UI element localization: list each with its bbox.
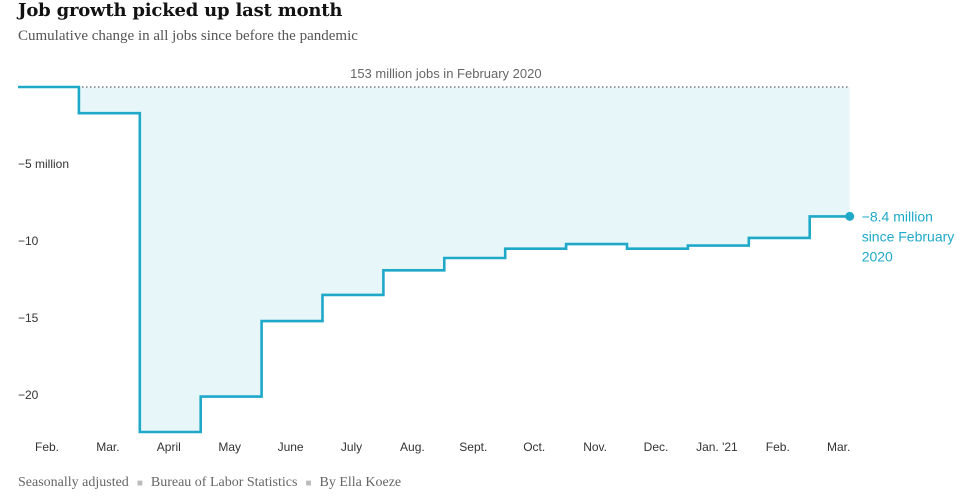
x-tick-label: Oct. (523, 440, 545, 454)
end-annotation: 2020 (862, 248, 893, 264)
y-tick-label: −20 (18, 388, 39, 402)
y-tick-label: −5 million (18, 157, 69, 171)
x-tick-label: Sept. (459, 440, 487, 454)
x-tick-label: Nov. (583, 440, 607, 454)
footer-byline: By Ella Koeze (319, 475, 402, 490)
y-tick-label: −15 (18, 311, 39, 325)
footer-source: Bureau of Labor Statistics (150, 475, 298, 490)
footer-note: Seasonally adjusted (18, 475, 129, 490)
x-tick-label: Jan. '21 (696, 440, 738, 454)
x-tick-label: July (341, 440, 362, 454)
x-tick-label: Feb. (35, 440, 59, 454)
footer-separator: ■ (305, 478, 312, 489)
x-tick-label: Dec. (644, 440, 669, 454)
y-tick-label: −10 (18, 234, 39, 248)
end-annotation: −8.4 million (862, 208, 933, 224)
chart-subtitle: Cumulative change in all jobs since befo… (18, 28, 358, 44)
footer-separator: ■ (136, 478, 143, 489)
baseline-label: 153 million jobs in February 2020 (350, 66, 542, 81)
series-line (18, 85, 850, 434)
job-change-chart: 153 million jobs in February 2020 −5 mil… (18, 66, 955, 454)
x-tick-label: April (157, 440, 181, 454)
end-point (845, 211, 855, 221)
end-annotation: since February (862, 228, 955, 244)
x-tick-label: Mar. (827, 440, 850, 454)
x-tick-label: Mar. (96, 440, 119, 454)
chart-footer: Seasonally adjusted ■ Bureau of Labor Stat… (18, 475, 401, 491)
area-fill (18, 87, 850, 432)
x-tick-label: Aug. (400, 440, 425, 454)
x-tick-label: Feb. (766, 440, 790, 454)
x-tick-label: June (278, 440, 304, 454)
x-tick-label: May (218, 440, 241, 454)
chart-title: Job growth picked up last month (18, 0, 343, 21)
